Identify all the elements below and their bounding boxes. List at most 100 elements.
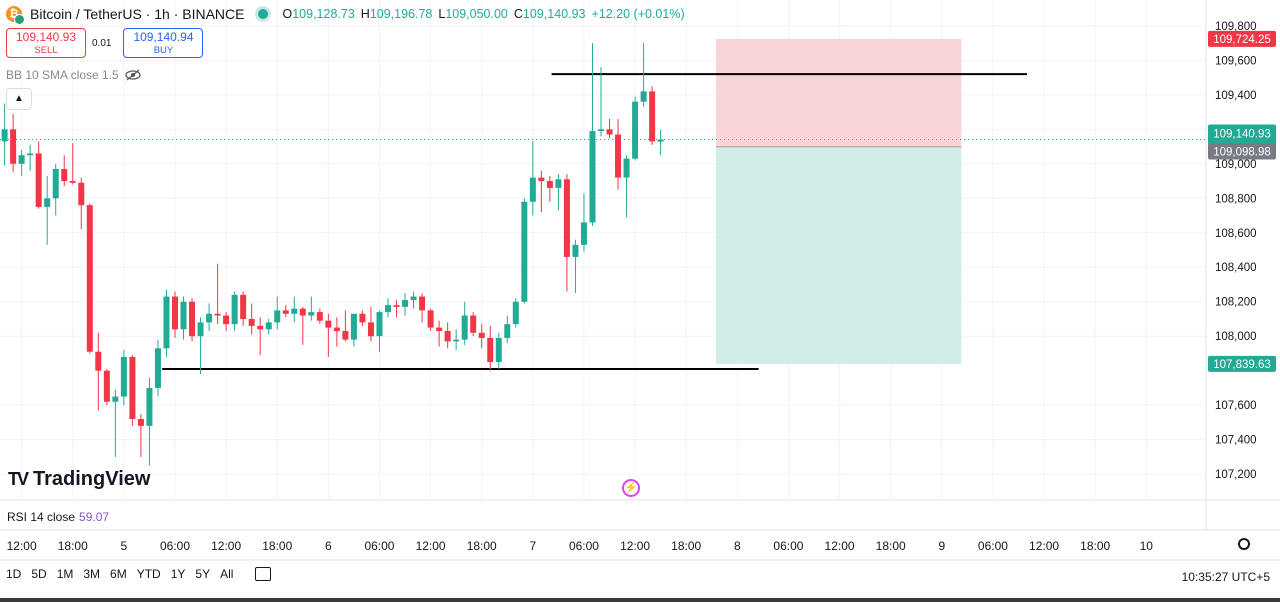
candle-body bbox=[589, 131, 596, 223]
candle-body bbox=[470, 315, 477, 333]
chart-header: ₿ Bitcoin / TetherUS · 1h · BINANCE O109… bbox=[6, 4, 685, 25]
candle bbox=[223, 312, 230, 332]
clock: 10:35:27 UTC+5 bbox=[1181, 570, 1270, 584]
target-price-label-bg bbox=[1208, 355, 1276, 372]
time-tick-label: 7 bbox=[529, 539, 536, 553]
candle bbox=[95, 332, 102, 411]
collapse-legend-button[interactable]: ▲ bbox=[6, 88, 32, 110]
candle bbox=[282, 305, 289, 318]
candle bbox=[504, 315, 511, 344]
candle-body bbox=[546, 181, 553, 188]
candle bbox=[180, 296, 187, 340]
candle-body bbox=[27, 153, 34, 156]
candle bbox=[120, 350, 127, 406]
candle bbox=[154, 339, 161, 397]
price-tick-label: 107,400 bbox=[1215, 435, 1257, 447]
candle bbox=[231, 291, 238, 332]
candle bbox=[206, 303, 213, 332]
timeframe-ytd[interactable]: YTD bbox=[136, 567, 161, 581]
candle bbox=[487, 325, 494, 371]
candle bbox=[342, 310, 349, 342]
candle-body bbox=[61, 168, 68, 182]
symbol-title[interactable]: Bitcoin / TetherUS · 1h · BINANCE bbox=[30, 6, 245, 22]
candle bbox=[265, 318, 272, 335]
price-tick-label: 108,400 bbox=[1215, 262, 1257, 274]
candle bbox=[172, 291, 178, 338]
candle bbox=[10, 113, 17, 173]
price-tick-label: 107,600 bbox=[1215, 400, 1257, 412]
time-tick-label: 8 bbox=[734, 539, 741, 553]
entry-price-label: 109,098.98 bbox=[1213, 147, 1271, 159]
timeframe-6m[interactable]: 6M bbox=[110, 567, 127, 581]
candle bbox=[274, 296, 281, 330]
candle-body bbox=[563, 179, 570, 257]
time-tick-label: 18:00 bbox=[671, 539, 701, 553]
candle bbox=[615, 118, 622, 190]
candle-body bbox=[129, 356, 136, 419]
candle-body bbox=[521, 201, 528, 302]
candle bbox=[427, 308, 434, 332]
candle-body bbox=[257, 325, 264, 330]
candle bbox=[350, 313, 357, 347]
candle bbox=[103, 368, 110, 406]
candle bbox=[385, 298, 391, 318]
time-tick-label: 9 bbox=[938, 539, 945, 553]
rsi-legend[interactable]: RSI 14 close 59.07 bbox=[7, 510, 110, 524]
price-tick-label: 109,400 bbox=[1215, 90, 1257, 102]
candle-body bbox=[172, 296, 178, 330]
candle-body bbox=[410, 296, 417, 300]
time-tick-label: 12:00 bbox=[620, 539, 650, 553]
timeframe-1m[interactable]: 1M bbox=[56, 567, 74, 581]
candle-body bbox=[444, 331, 451, 342]
candle bbox=[555, 174, 562, 211]
time-tick-label: 10 bbox=[1140, 539, 1154, 553]
price-tick-label: 108,000 bbox=[1215, 331, 1257, 343]
candle bbox=[649, 86, 656, 145]
spread: 0.01 bbox=[92, 37, 112, 49]
timeframe-1d[interactable]: 1D bbox=[6, 567, 22, 581]
time-tick-label: 5 bbox=[121, 539, 128, 553]
candle bbox=[248, 303, 255, 335]
candle bbox=[598, 67, 604, 137]
timeframe-5y[interactable]: 5Y bbox=[195, 567, 211, 581]
candle bbox=[367, 306, 374, 342]
buy-button[interactable]: 109,140.94 BUY bbox=[123, 28, 204, 58]
candle-body bbox=[10, 129, 17, 164]
candle bbox=[291, 296, 298, 323]
bb-indicator-legend[interactable]: BB 10 SMA close 1.5 bbox=[6, 68, 141, 82]
candles bbox=[1, 43, 664, 466]
candle-body bbox=[538, 177, 545, 182]
eye-hidden-icon[interactable] bbox=[125, 69, 141, 81]
sell-button[interactable]: 109,140.93 SELL bbox=[6, 28, 86, 58]
date-range-icon[interactable] bbox=[255, 567, 272, 581]
price-tick-label: 108,600 bbox=[1215, 228, 1257, 240]
candle-body bbox=[180, 301, 187, 330]
candle-body bbox=[350, 313, 357, 340]
timeframe-5d[interactable]: 5D bbox=[31, 567, 47, 581]
lightning-icon[interactable]: ⚡ bbox=[622, 479, 640, 497]
candle bbox=[521, 198, 528, 304]
candle-body bbox=[623, 158, 630, 178]
candle bbox=[1, 103, 8, 166]
candle-body bbox=[137, 418, 144, 426]
candle-body bbox=[120, 356, 127, 397]
ohlc-readout: O109,128.73 H109,196.78 L109,050.00 C109… bbox=[282, 7, 685, 21]
timeframe-1y[interactable]: 1Y bbox=[170, 567, 186, 581]
timeframe-3m[interactable]: 3M bbox=[83, 567, 101, 581]
candle bbox=[572, 239, 579, 294]
price-tick-label: 108,200 bbox=[1215, 297, 1257, 309]
timeframe-all[interactable]: All bbox=[220, 567, 234, 581]
price-tick-label: 107,200 bbox=[1215, 469, 1257, 481]
settings-icon[interactable] bbox=[1238, 538, 1250, 550]
time-tick-label: 12:00 bbox=[7, 539, 37, 553]
candle-body bbox=[95, 351, 102, 371]
candle bbox=[470, 312, 477, 337]
bitcoin-icon: ₿ bbox=[6, 6, 25, 25]
candle-body bbox=[478, 332, 485, 338]
candle bbox=[78, 177, 85, 230]
candle bbox=[589, 43, 596, 226]
candle bbox=[61, 155, 68, 187]
candle bbox=[410, 291, 417, 309]
